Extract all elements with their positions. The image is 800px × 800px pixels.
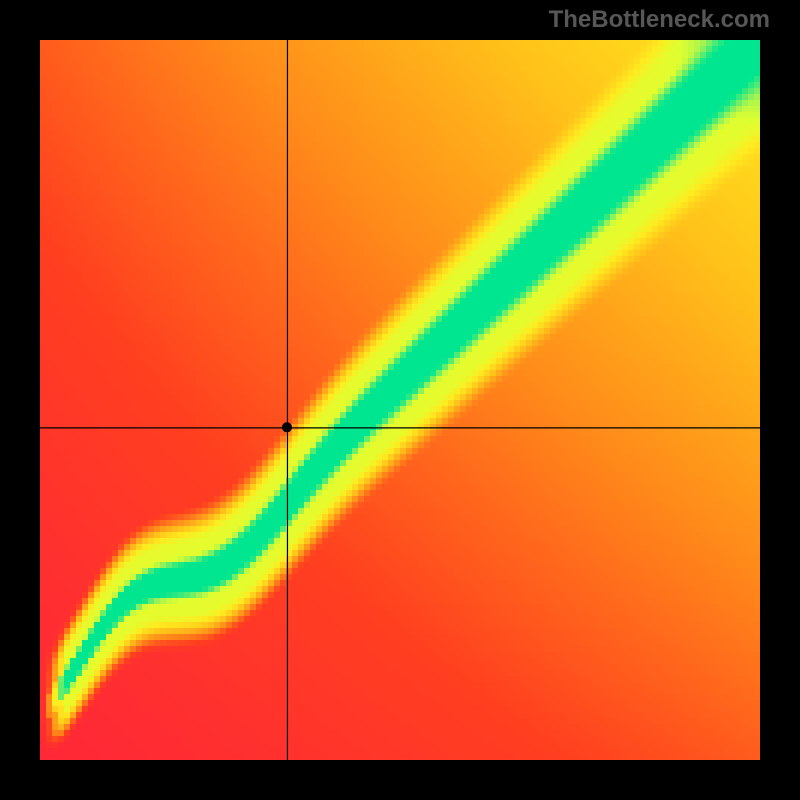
bottleneck-heatmap [0,0,800,800]
chart-container: TheBottleneck.com [0,0,800,800]
watermark-text: TheBottleneck.com [549,6,770,34]
